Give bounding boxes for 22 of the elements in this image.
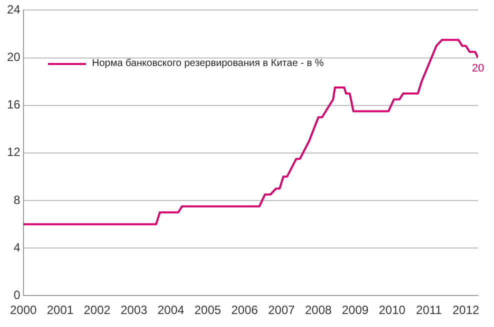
x-tick-label: 2007 xyxy=(268,303,296,318)
legend-label: Норма банковского резервирования в Китае - в % xyxy=(92,58,324,69)
x-tick-label: 2010 xyxy=(378,303,406,318)
y-tick-label: 12 xyxy=(6,145,21,160)
y-tick-label: 16 xyxy=(6,98,21,112)
x-tick-label: 2005 xyxy=(194,303,222,318)
y-tick-label: 24 xyxy=(6,2,21,17)
x-tick-label: 2002 xyxy=(84,303,111,318)
x-tick-label: 2006 xyxy=(231,303,258,318)
x-tick-label: 2004 xyxy=(157,303,185,318)
x-tick-label: 2000 xyxy=(10,303,38,318)
x-tick-label: 2012 xyxy=(452,303,480,318)
x-tick-label: 2008 xyxy=(304,303,332,318)
y-tick-label: 20 xyxy=(6,50,21,64)
y-tick-label: 4 xyxy=(14,240,21,254)
data-label: 20 xyxy=(472,62,484,74)
y-tick-label: 0 xyxy=(14,288,21,302)
x-tick-label: 2009 xyxy=(342,303,369,318)
y-tick-label: 8 xyxy=(14,192,21,207)
x-tick-label: 2011 xyxy=(416,303,442,318)
x-tick-label: 2001 xyxy=(46,303,74,318)
x-tick-label: 2003 xyxy=(120,303,148,318)
